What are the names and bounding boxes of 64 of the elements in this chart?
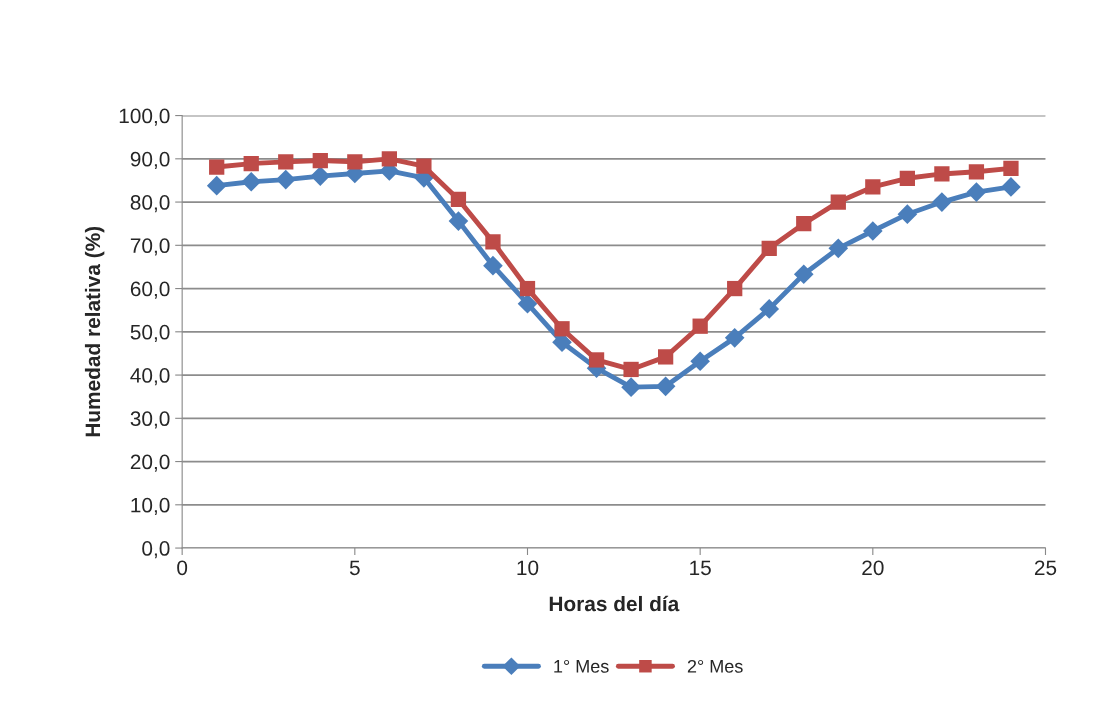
y-tick-label: 0,0 bbox=[142, 541, 170, 559]
point bbox=[796, 216, 812, 232]
point bbox=[690, 351, 710, 372]
x-tick-label: 25 bbox=[1034, 560, 1057, 576]
point bbox=[932, 192, 952, 212]
point bbox=[275, 169, 296, 190]
point bbox=[828, 238, 849, 259]
point bbox=[655, 376, 676, 397]
point bbox=[450, 191, 467, 208]
y-tick-label: 20,0 bbox=[130, 454, 170, 472]
point bbox=[554, 321, 570, 337]
point bbox=[588, 352, 605, 368]
point bbox=[966, 182, 987, 202]
point bbox=[934, 166, 950, 182]
point bbox=[623, 361, 639, 378]
point bbox=[897, 204, 918, 224]
y-tick-label: 50,0 bbox=[130, 324, 170, 343]
point bbox=[1003, 160, 1019, 176]
point bbox=[621, 377, 641, 397]
point bbox=[517, 293, 538, 314]
point bbox=[485, 234, 501, 250]
point bbox=[863, 221, 883, 241]
point bbox=[241, 171, 262, 192]
x-axis-title: Horas del día bbox=[549, 595, 680, 612]
y-tick-label: 40,0 bbox=[130, 368, 170, 386]
legend-label: 1° Mes bbox=[554, 659, 609, 673]
point bbox=[278, 154, 294, 170]
point bbox=[759, 299, 780, 319]
point bbox=[899, 170, 915, 186]
y-tick-label: 10,0 bbox=[131, 497, 170, 516]
point bbox=[206, 175, 227, 196]
point bbox=[968, 164, 985, 180]
point bbox=[347, 154, 363, 170]
point bbox=[727, 280, 743, 297]
x-tick-label: 15 bbox=[690, 560, 711, 576]
x-tick-label: 5 bbox=[349, 560, 360, 576]
y-tick-label: 90,0 bbox=[130, 151, 170, 170]
point bbox=[416, 158, 432, 174]
point bbox=[761, 240, 777, 256]
point bbox=[865, 179, 881, 195]
point bbox=[243, 155, 259, 172]
point bbox=[657, 349, 674, 365]
point bbox=[793, 264, 814, 285]
x-tick-label: 0 bbox=[177, 560, 188, 576]
point bbox=[519, 280, 536, 297]
point bbox=[1001, 177, 1021, 197]
point bbox=[209, 159, 225, 175]
point bbox=[448, 211, 469, 231]
y-tick-label: 70,0 bbox=[130, 238, 170, 256]
y-tick-label: 60,0 bbox=[130, 281, 170, 299]
point bbox=[483, 255, 503, 276]
y-tick-label: 30,0 bbox=[130, 411, 170, 429]
x-tick-label: 10 bbox=[517, 560, 539, 576]
y-axis-title: Humedad relativa (%) bbox=[84, 226, 105, 437]
y-tick-label: 100,0 bbox=[119, 108, 170, 126]
legend-label: 2° Mes bbox=[687, 659, 743, 673]
point bbox=[830, 194, 846, 210]
point bbox=[312, 152, 328, 169]
point bbox=[310, 166, 331, 186]
point bbox=[381, 151, 397, 167]
point bbox=[724, 328, 745, 348]
y-tick-label: 80,0 bbox=[130, 195, 170, 213]
point bbox=[692, 318, 708, 334]
x-tick-label: 20 bbox=[862, 560, 884, 576]
